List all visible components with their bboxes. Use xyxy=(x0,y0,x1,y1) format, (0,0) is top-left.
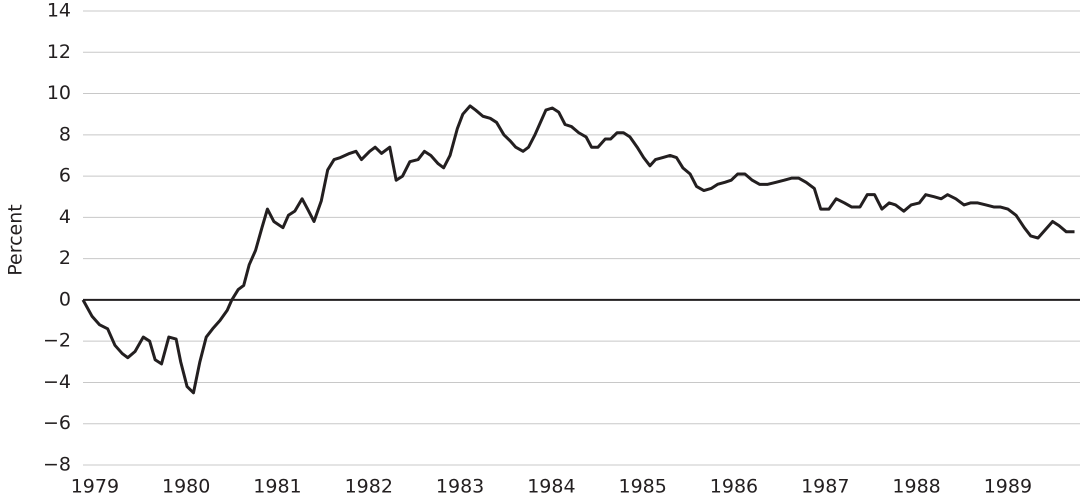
y-tick-label: 4 xyxy=(59,206,71,228)
y-tick-label: 6 xyxy=(59,165,71,187)
y-tick-label: 14 xyxy=(47,0,71,22)
y-tick-label: 10 xyxy=(47,82,71,104)
x-tick-label: 1981 xyxy=(253,476,301,497)
x-tick-label: 1986 xyxy=(710,476,758,497)
y-tick-label: 2 xyxy=(59,247,71,269)
y-tick-label: 0 xyxy=(59,288,71,310)
y-axis-label: Percent xyxy=(5,204,27,276)
x-tick-label: 1988 xyxy=(892,476,940,497)
x-tick-label: 1987 xyxy=(801,476,849,497)
x-tick-label: 1980 xyxy=(162,476,210,497)
y-tick-label: 8 xyxy=(59,123,71,145)
data-line xyxy=(81,104,1075,395)
x-tick-label: 1985 xyxy=(618,476,666,497)
x-tick-label: 1979 xyxy=(71,476,119,497)
y-tick-label: 12 xyxy=(47,41,71,63)
y-tick-label: −2 xyxy=(43,330,71,352)
y-tick-label: −4 xyxy=(43,371,71,393)
x-tick-label: 1983 xyxy=(436,476,484,497)
x-tick-label: 1984 xyxy=(527,476,575,497)
y-tick-label: −8 xyxy=(43,454,71,476)
x-tick-label: 1989 xyxy=(984,476,1032,497)
x-tick-label: 1982 xyxy=(345,476,393,497)
y-tick-label: −6 xyxy=(43,412,71,434)
